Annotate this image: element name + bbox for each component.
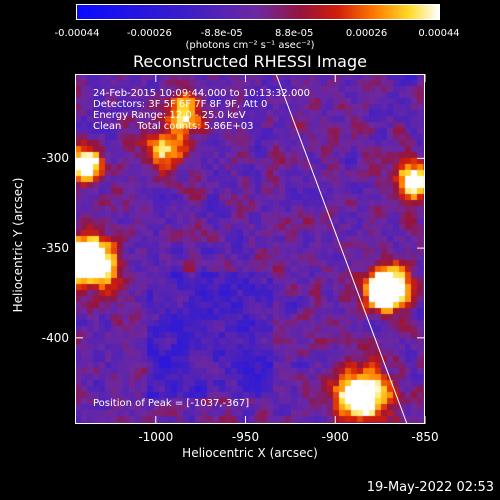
limb-line bbox=[275, 74, 408, 424]
colorbar-tick-label: -0.00044 bbox=[54, 28, 100, 39]
heatmap-image bbox=[75, 74, 424, 423]
x-tick-label: -1000 bbox=[138, 430, 174, 444]
annotation-method: Clean Total counts: 5.86E+03 bbox=[93, 121, 254, 132]
colorbar-tick-label: -8.8e-05 bbox=[200, 28, 243, 39]
colorbar-unit: (photons cm⁻² s⁻¹ asec⁻²) bbox=[185, 40, 315, 51]
x-tick-label: -950 bbox=[231, 430, 260, 444]
y-tick-label: -400 bbox=[41, 330, 69, 345]
y-tick-label: -350 bbox=[41, 241, 69, 256]
x-tick-label: -900 bbox=[321, 430, 349, 444]
colorbar-tick-label: 0.00026 bbox=[345, 28, 388, 39]
y-axis-label: Heliocentric Y (arcsec) bbox=[11, 177, 25, 313]
colorbar-tick-label: -0.00026 bbox=[126, 28, 172, 39]
plot-frame bbox=[75, 74, 425, 424]
chart-title: Reconstructed RHESSI Image bbox=[133, 52, 367, 71]
timestamp: 19-May-2022 02:53 bbox=[366, 480, 494, 495]
annotation-time: 24-Feb-2015 10:09:44.000 to 10:13:32.000 bbox=[93, 88, 311, 99]
x-tick-label: -850 bbox=[411, 430, 439, 444]
annotation-energy: Energy Range: 12.0 - 25.0 keV bbox=[93, 110, 246, 121]
colorbar bbox=[77, 5, 439, 19]
limb-line-layer bbox=[275, 74, 408, 424]
x-axis-label: Heliocentric X (arcsec) bbox=[182, 446, 318, 460]
annotation-detectors: Detectors: 3F 5F 6F 7F 8F 9F, Att 0 bbox=[93, 99, 268, 110]
y-tick-label: -300 bbox=[41, 151, 69, 166]
annotation-peak: Position of Peak = [-1037,-367] bbox=[93, 398, 250, 409]
colorbar-tick-label: 8.8e-05 bbox=[274, 28, 314, 39]
colorbar-frame bbox=[76, 4, 440, 20]
colorbar-tick-label: 0.00044 bbox=[418, 28, 460, 39]
